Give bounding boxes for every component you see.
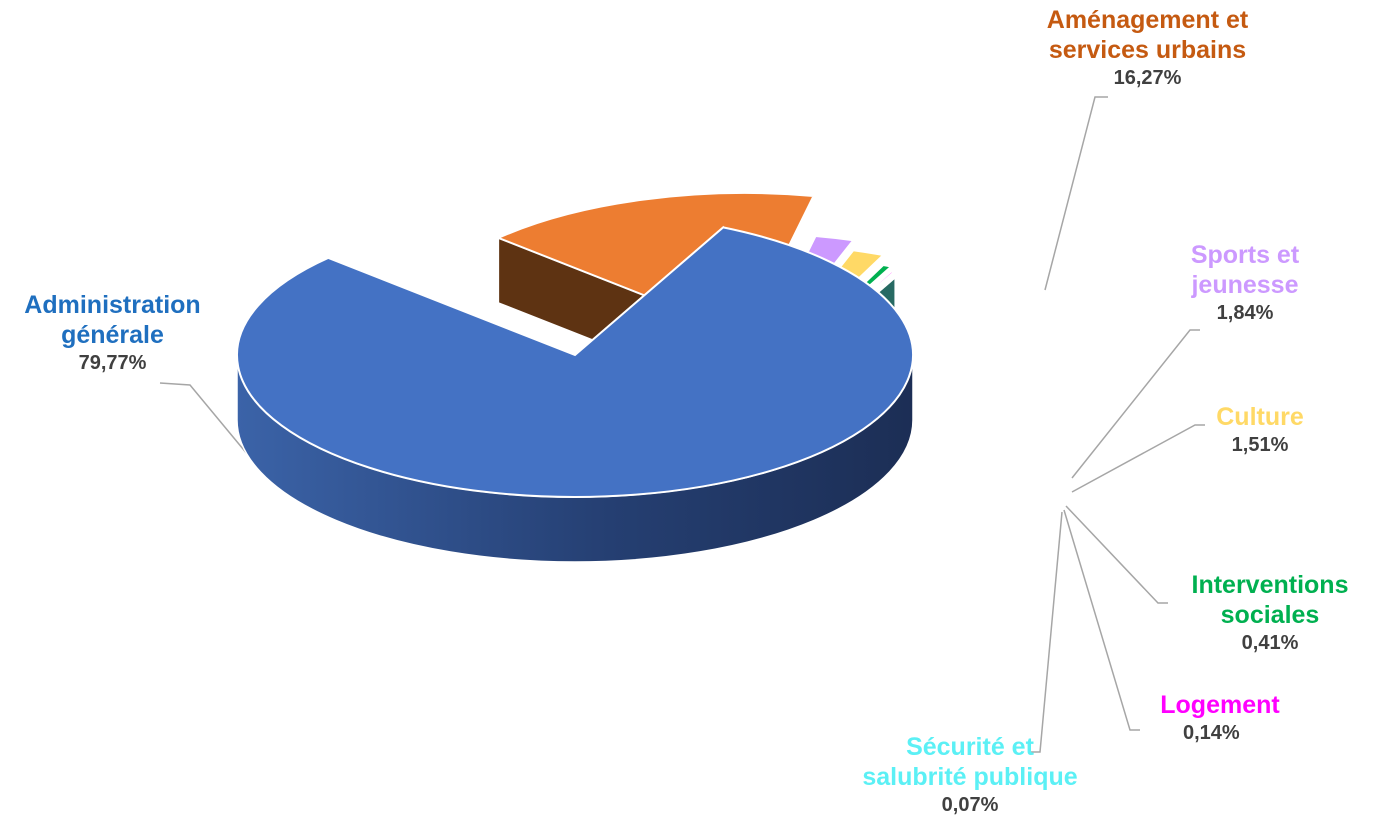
label-securite-value: 0,07% — [941, 794, 999, 816]
label-interventions-name-2: sociales — [1220, 601, 1320, 629]
label-logement-value: 0,14% — [1183, 722, 1240, 744]
label-administration-generale-name-2: générale — [61, 321, 164, 349]
label-administration-generale: Administration générale 79,77% — [0, 290, 225, 376]
label-logement: Logement 0,14% — [1135, 690, 1305, 746]
label-amenagement-value: 16,27% — [1113, 67, 1182, 89]
label-sports-value: 1,84% — [1216, 302, 1274, 324]
label-securite-salubrite-publique: Sécurité et salubrité publique 0,07% — [845, 732, 1095, 818]
label-amenagement-name-2: services urbains — [1048, 36, 1247, 64]
leader-line-interventions-sociales — [1065, 505, 1168, 604]
leader-line-administration-generale — [159, 382, 249, 456]
label-culture: Culture 1,51% — [1195, 402, 1325, 458]
leader-line-culture — [1071, 424, 1205, 493]
label-sports-jeunesse: Sports et jeunesse 1,84% — [1160, 240, 1330, 326]
label-securite-name-1: Sécurité et — [906, 733, 1034, 761]
label-culture-value: 1,51% — [1231, 434, 1289, 456]
slice-top-administration-generale — [236, 226, 914, 498]
label-amenagement-name-1: Aménagement et — [1046, 6, 1249, 34]
label-administration-generale-name-1: Administration — [24, 291, 201, 319]
label-culture-name: Culture — [1216, 403, 1304, 431]
label-sports-name-1: Sports et — [1190, 241, 1300, 269]
label-sports-name-2: jeunesse — [1191, 271, 1299, 299]
label-logement-name: Logement — [1160, 691, 1280, 719]
label-interventions-sociales: Interventions sociales 0,41% — [1165, 570, 1375, 656]
leader-line-securite-salubrite-publique — [1028, 511, 1063, 753]
label-interventions-name-1: Interventions — [1191, 571, 1349, 599]
leader-lines — [159, 96, 1205, 753]
label-securite-name-2: salubrité publique — [862, 763, 1078, 791]
leader-line-amenagement-services-urbains — [1044, 96, 1108, 291]
pie-slices — [236, 192, 914, 563]
leader-line-sports-jeunesse — [1071, 329, 1200, 479]
label-administration-generale-value: 79,77% — [78, 352, 147, 374]
slice-administration-generale — [236, 225, 914, 563]
leader-line-logement — [1063, 509, 1140, 731]
label-amenagement-services-urbains: Aménagement et services urbains 16,27% — [1020, 5, 1275, 91]
label-interventions-value: 0,41% — [1241, 632, 1299, 654]
